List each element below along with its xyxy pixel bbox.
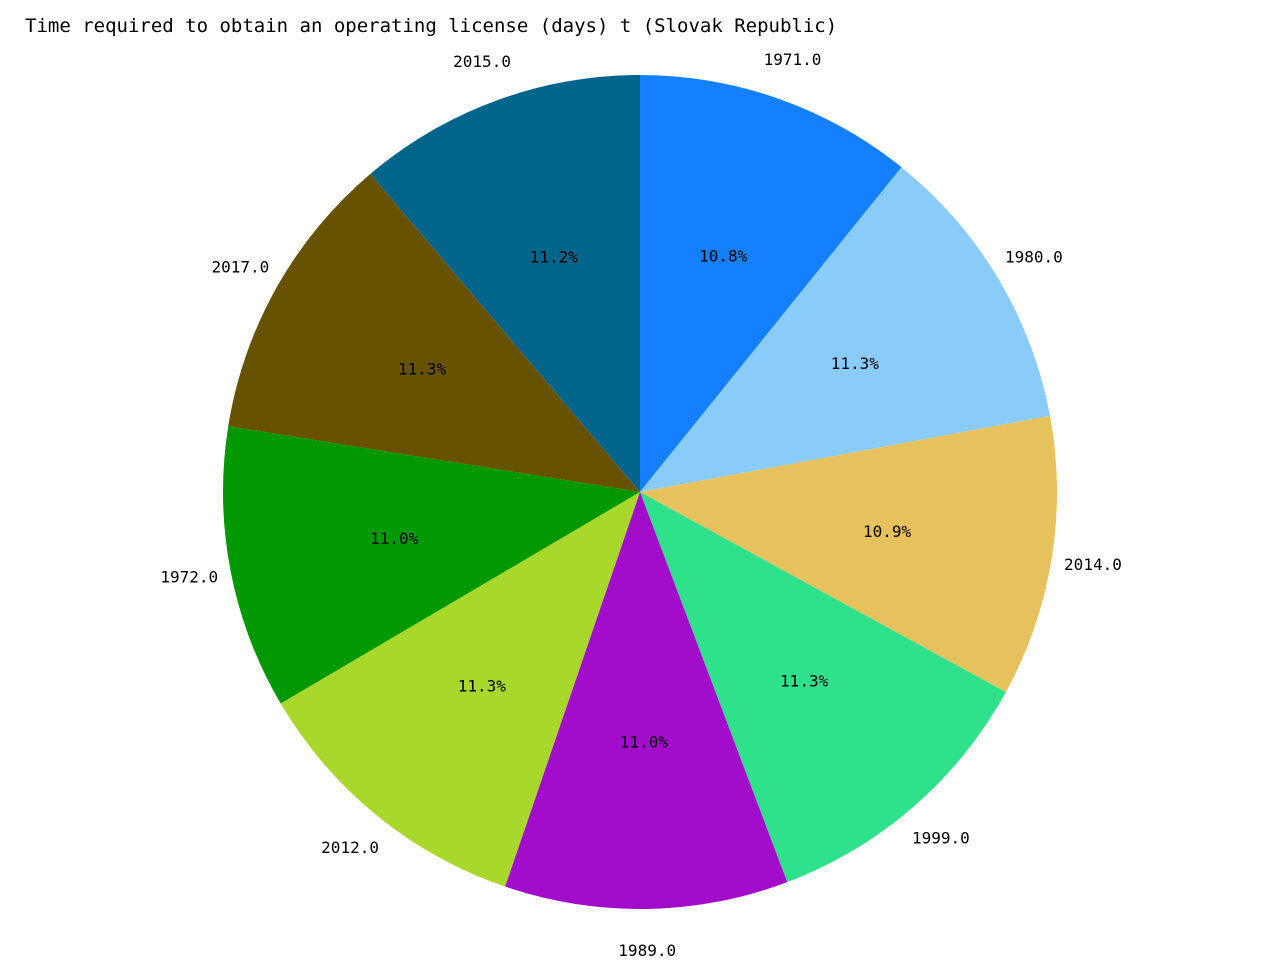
slice-category-label: 1980.0	[1005, 247, 1063, 266]
pie-slice	[640, 75, 902, 492]
slice-percent-label: 11.2%	[530, 248, 579, 267]
slice-category-label: 2017.0	[211, 257, 269, 276]
pie-slices	[222, 75, 1057, 909]
slice-category-label: 2012.0	[321, 838, 379, 857]
pie-slice	[370, 75, 640, 492]
slice-category-label: 1999.0	[912, 829, 970, 848]
slice-percent-label: 10.8%	[699, 247, 748, 266]
slice-category-label: 2015.0	[453, 52, 511, 71]
slice-category-label: 2014.0	[1064, 555, 1122, 574]
slice-percent-label: 10.9%	[863, 522, 912, 541]
slice-category-label: 1971.0	[764, 50, 822, 69]
slice-percent-label: 11.0%	[620, 733, 669, 752]
chart-title: Time required to obtain an operating lic…	[25, 15, 838, 37]
slice-percent-label: 11.3%	[458, 676, 507, 695]
slice-percent-label: 11.3%	[780, 671, 829, 690]
pie-slice	[228, 173, 640, 492]
slice-category-label: 1989.0	[618, 941, 676, 960]
slice-percent-label: 11.0%	[370, 529, 419, 548]
pie-labels: 10.8% 1971.0 11.3% 1980.0 10.9% 2014.0 11.3% 19…	[160, 50, 1121, 960]
pie-slice	[640, 167, 1050, 492]
pie-slice	[505, 492, 788, 909]
slice-percent-label: 11.3%	[398, 360, 447, 379]
pie-slice	[640, 492, 1006, 883]
pie-slice	[280, 492, 640, 887]
pie-slice	[640, 415, 1057, 693]
slice-category-label: 1972.0	[160, 568, 218, 587]
slice-percent-label: 11.3%	[831, 354, 880, 373]
pie-slice	[222, 426, 640, 704]
